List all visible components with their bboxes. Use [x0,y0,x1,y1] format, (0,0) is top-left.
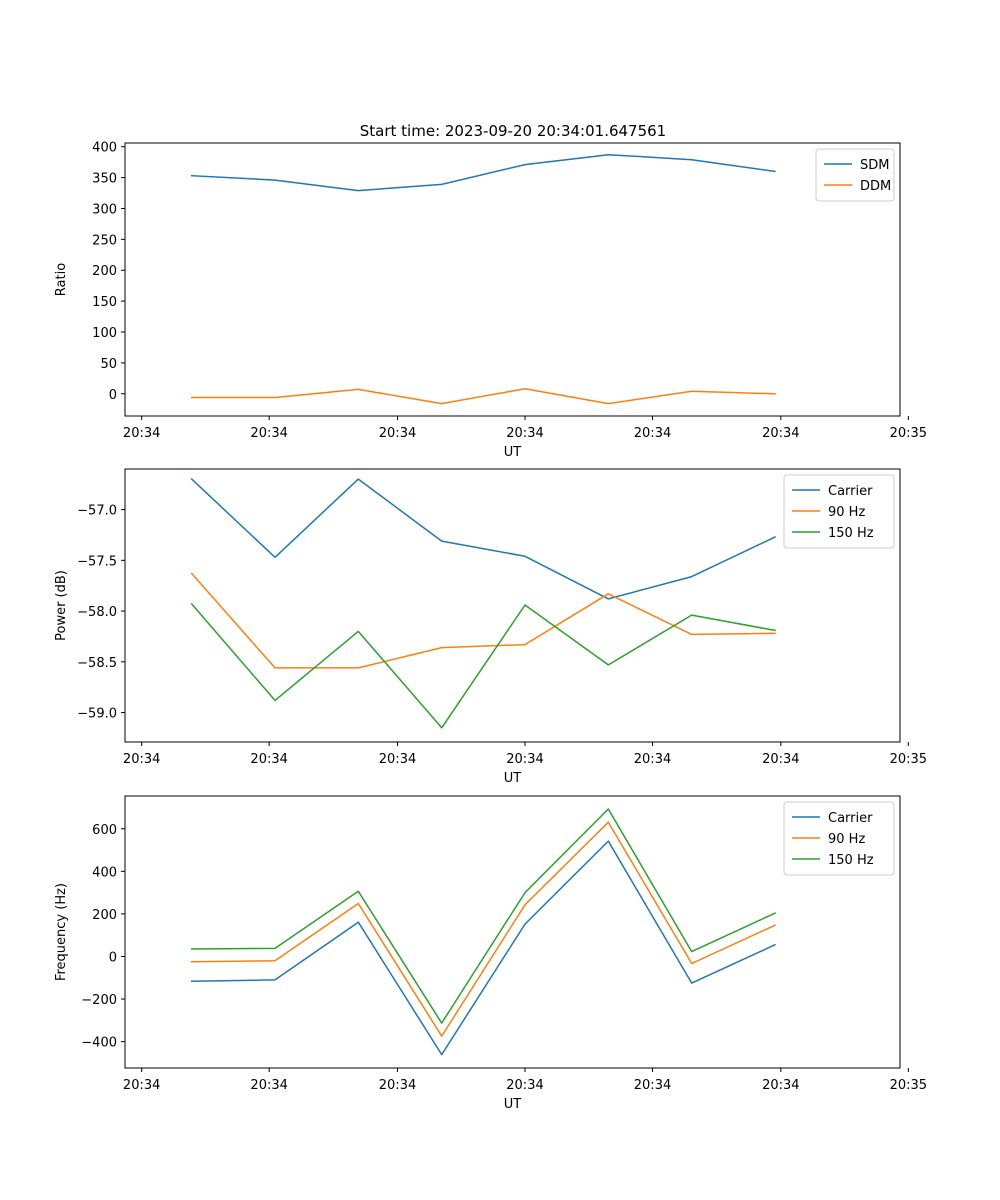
legend-label: DDM [860,179,891,194]
legend-label: Carrier [828,484,873,499]
x-tick-label: 20:34 [379,426,416,441]
y-tick-label: 350 [92,172,117,187]
x-tick-label: 20:34 [634,1078,671,1093]
legend-label: SDM [860,158,889,173]
y-tick-label: 0 [109,950,117,965]
x-tick-label: 20:34 [123,1078,160,1093]
x-tick-label: 20:35 [890,1078,927,1093]
legend-box [783,801,895,876]
y-axis-label: Power (dB) [54,570,69,641]
legend-box [815,148,895,202]
legend-box [783,474,895,549]
y-axis-label: Ratio [54,263,69,296]
y-axis-label: Frequency (Hz) [54,883,69,981]
series-line-carrier [190,840,776,1056]
y-tick-label: 250 [92,233,117,248]
x-tick-label: 20:34 [762,1078,799,1093]
x-tick-label: 20:34 [250,426,287,441]
plot-frame [124,468,901,743]
x-tick-label: 20:34 [250,1078,287,1093]
plot-frame [124,142,901,417]
x-tick-label: 20:35 [890,426,927,441]
chart-panel-2: 20:34 20:34 20:34 20:34 20:34 20:34 20:35 −57.0… [54,468,927,786]
x-tick-label: 20:34 [762,752,799,767]
series-line-90-hz [190,572,776,669]
y-tick-label: 0 [109,388,117,403]
legend: SDM DDM [815,148,895,202]
x-tick-label: 20:34 [506,752,543,767]
y-tick-label: −57.0 [77,504,117,519]
y-tick-label: 300 [92,202,117,217]
x-axis-label: UT [504,445,522,460]
y-tick-label: −400 [81,1036,117,1051]
x-axis-label: UT [504,771,522,786]
y-tick-label: 50 [100,357,117,372]
y-tick-label: −58.5 [77,656,117,671]
x-tick-label: 20:34 [634,426,671,441]
plot-frame [124,795,901,1069]
legend-label: Carrier [828,811,873,826]
y-tick-label: 600 [92,823,117,838]
series-line-ddm [190,388,776,405]
charts: 20:34 20:34 20:34 20:34 20:34 20:34 20:35 0 50 10… [54,141,927,1112]
x-tick-label: 20:34 [379,1078,416,1093]
legend-label: 90 Hz [828,832,865,847]
x-tick-label: 20:34 [123,752,160,767]
y-tick-label: 200 [92,908,117,923]
x-tick-label: 20:34 [634,752,671,767]
y-tick-label: −200 [81,993,117,1008]
series-line-carrier [190,478,776,600]
y-tick-label: 200 [92,264,117,279]
x-tick-label: 20:34 [506,426,543,441]
legend-label: 90 Hz [828,505,865,520]
legend-label: 150 Hz [828,853,874,868]
y-tick-label: −58.0 [77,605,117,620]
x-axis-label: UT [504,1097,522,1112]
x-tick-label: 20:34 [123,426,160,441]
chart-panel-3: 20:34 20:34 20:34 20:34 20:34 20:34 20:35 600 40… [54,795,927,1112]
legend-label: 150 Hz [828,526,874,541]
series-line-150-hz [190,808,776,1024]
y-tick-label: 150 [92,295,117,310]
legend: Carrier 90 Hz 150 Hz [783,801,895,876]
x-tick-label: 20:34 [250,752,287,767]
series-line-90-hz [190,821,776,1037]
x-tick-label: 20:34 [506,1078,543,1093]
y-tick-label: 100 [92,326,117,341]
y-tick-label: 400 [92,865,117,880]
series-line-150-hz [190,602,776,729]
series-line-sdm [190,153,776,192]
x-tick-label: 20:34 [762,426,799,441]
chart-panel-1: 20:34 20:34 20:34 20:34 20:34 20:34 20:35 0 50 10… [54,141,927,460]
y-tick-label: −59.0 [77,707,117,722]
x-tick-label: 20:35 [890,752,927,767]
y-tick-label: 400 [92,141,117,156]
y-tick-label: −57.5 [77,554,117,569]
legend: Carrier 90 Hz 150 Hz [783,474,895,549]
figure-title: Start time: 2023-09-20 20:34:01.647561 [360,122,666,140]
x-tick-label: 20:34 [379,752,416,767]
